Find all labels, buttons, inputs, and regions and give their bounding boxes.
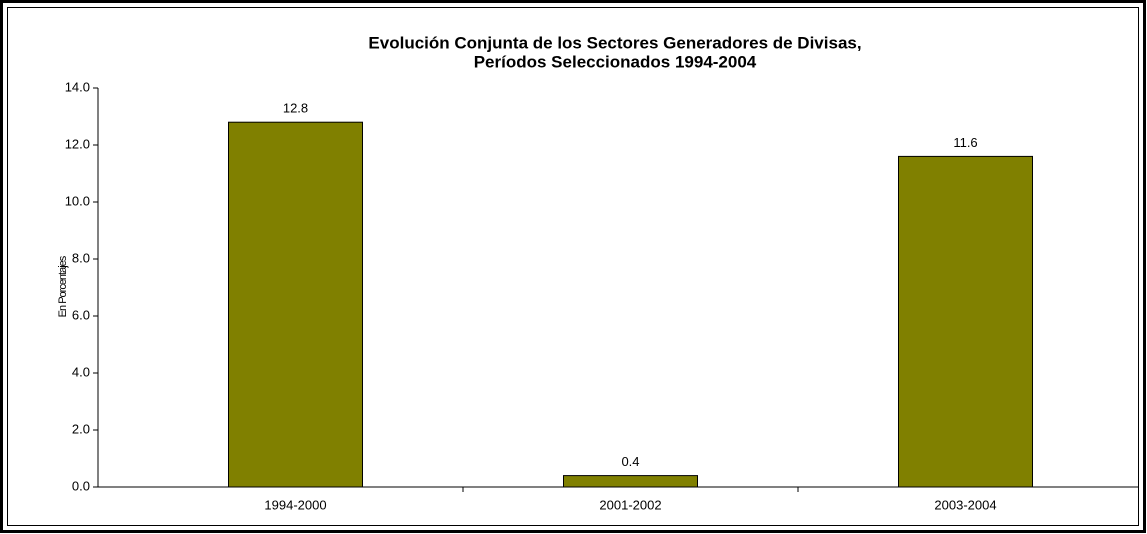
x-tick-label: 2001-2002 — [599, 497, 661, 512]
inner-frame — [7, 7, 1139, 526]
y-tick-label: 6.0 — [72, 307, 90, 322]
data-label: 0.4 — [621, 454, 639, 469]
data-label: 12.8 — [283, 101, 308, 116]
x-tick-label: 2003-2004 — [934, 497, 996, 512]
chart-title: Períodos Seleccionados 1994-2004 — [474, 52, 757, 71]
y-tick-label: 2.0 — [72, 421, 90, 436]
bar — [563, 475, 698, 488]
y-tick-label: 0.0 — [72, 478, 90, 493]
x-tick-label: 1994-2000 — [264, 497, 326, 512]
y-tick-label: 8.0 — [72, 250, 90, 265]
chart-title: Evolución Conjunta de los Sectores Gener… — [368, 33, 861, 52]
y-tick-label: 12.0 — [65, 136, 90, 151]
y-tick-label: 4.0 — [72, 364, 90, 379]
bar — [898, 155, 1033, 488]
y-tick-label: 10.0 — [65, 193, 90, 208]
data-label: 11.6 — [953, 135, 977, 150]
bar — [228, 121, 363, 488]
y-tick-label: 14.0 — [65, 79, 90, 94]
y-axis-label: En Porcentajes — [57, 255, 69, 317]
